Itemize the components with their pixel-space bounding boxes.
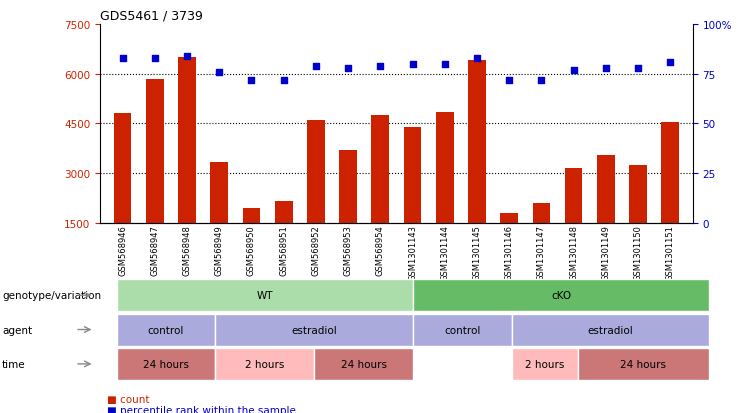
Point — [407, 61, 419, 68]
Text: control: control — [444, 325, 480, 335]
Text: 24 hours: 24 hours — [341, 359, 387, 369]
Point — [568, 67, 579, 74]
Bar — [468, 61, 486, 273]
Point — [116, 55, 128, 62]
Text: ■ count: ■ count — [107, 394, 150, 404]
Point — [278, 77, 290, 84]
Point — [181, 53, 193, 60]
Bar — [371, 116, 389, 273]
Point — [213, 69, 225, 76]
Point — [374, 63, 386, 70]
Bar — [275, 202, 293, 273]
Text: ■ percentile rank within the sample: ■ percentile rank within the sample — [107, 405, 296, 413]
Bar — [629, 166, 647, 273]
Point — [536, 77, 548, 84]
Text: genotype/variation: genotype/variation — [2, 290, 101, 300]
Bar — [404, 128, 422, 273]
Text: 2 hours: 2 hours — [245, 359, 285, 369]
Bar — [210, 162, 228, 273]
Bar — [178, 58, 196, 273]
Text: 24 hours: 24 hours — [620, 359, 666, 369]
Bar — [565, 169, 582, 273]
Text: cKO: cKO — [551, 290, 571, 300]
Point — [245, 77, 257, 84]
Text: 2 hours: 2 hours — [525, 359, 565, 369]
Text: agent: agent — [2, 325, 32, 335]
Bar — [597, 156, 615, 273]
Text: estradiol: estradiol — [588, 325, 634, 335]
Text: 24 hours: 24 hours — [143, 359, 189, 369]
Point — [439, 61, 451, 68]
Bar — [533, 204, 551, 273]
Point — [503, 77, 515, 84]
Bar — [307, 121, 325, 273]
Point — [342, 65, 354, 72]
Point — [632, 65, 644, 72]
Point — [149, 55, 161, 62]
Bar — [662, 122, 679, 273]
Text: control: control — [147, 325, 184, 335]
Text: WT: WT — [256, 290, 273, 300]
Bar — [242, 209, 260, 273]
Point — [665, 59, 677, 66]
Point — [310, 63, 322, 70]
Bar — [500, 214, 518, 273]
Bar — [339, 151, 357, 273]
Bar — [146, 79, 164, 273]
Text: GDS5461 / 3739: GDS5461 / 3739 — [100, 9, 203, 22]
Point — [471, 55, 483, 62]
Text: time: time — [2, 359, 25, 369]
Bar — [113, 114, 131, 273]
Point — [600, 65, 612, 72]
Bar — [436, 112, 453, 273]
Text: estradiol: estradiol — [291, 325, 337, 335]
